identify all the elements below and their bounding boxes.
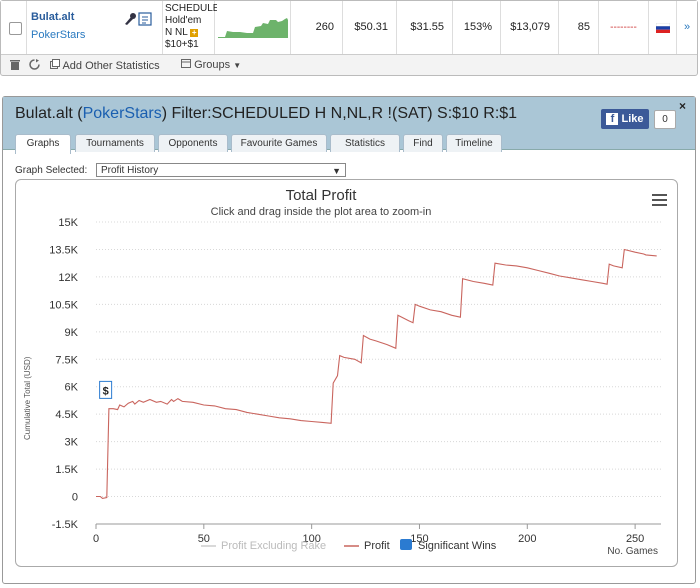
hamburger-menu-icon[interactable] [652, 194, 667, 206]
close-icon[interactable]: × [679, 99, 687, 113]
tab-graphs[interactable]: Graphs [15, 134, 71, 154]
y-axis-ticks: -1.5K 0 1.5K 3K 4.5K 6K 7.5K 9K 10.5K 12K 13.5K 15K [49, 217, 78, 531]
tab-statistics[interactable]: Statistics [330, 134, 400, 152]
y-axis-label: Cumulative Total (USD) [23, 356, 32, 440]
tab-timeline[interactable]: Timeline [446, 134, 502, 152]
y-tick-label: 6K [65, 382, 79, 394]
tools-icon[interactable] [123, 12, 153, 26]
player-site-link[interactable]: PokerStars [31, 29, 86, 41]
player-action-icons [123, 12, 153, 29]
x-tick-label: 100 [302, 533, 320, 545]
x-tick-label: 0 [93, 533, 99, 545]
trash-icon[interactable] [10, 59, 20, 73]
player-cell: Bulat.alt PokerStars [27, 1, 163, 54]
chart-title: Total Profit [286, 187, 358, 204]
facebook-icon: f [606, 113, 619, 126]
groups-label: Groups [194, 59, 231, 71]
facebook-like-label: Like [621, 113, 644, 125]
chart-legend: Profit Excluding Rake Profit Significant W… [201, 539, 497, 552]
y-tick-label: 12K [58, 272, 78, 284]
significant-win-flag[interactable]: $ [99, 380, 113, 399]
avg-profit: $31.55 [397, 1, 453, 54]
add-stats-label: Add Other Statistics [62, 60, 160, 72]
facebook-like-count: 0 [654, 110, 676, 129]
legend-item-excl-rake[interactable]: Profit Excluding Rake [221, 540, 326, 552]
x-tick-label: 50 [198, 533, 210, 545]
row-checkbox[interactable] [9, 22, 22, 35]
avg-stake: $50.31 [343, 1, 397, 54]
games-count: 260 [291, 1, 343, 54]
player-name-link[interactable]: Bulat.alt [31, 11, 75, 23]
player-summary-panel: Bulat.alt PokerStars SCHEDULED Hold'em N… [0, 0, 698, 76]
profit-chart[interactable]: Total Profit Click and drag inside the p… [16, 180, 677, 566]
flag-box [99, 380, 113, 399]
game-line-3: N NL + [165, 27, 199, 38]
refresh-icon[interactable] [29, 59, 40, 73]
ability-rating: 85 [559, 1, 599, 54]
add-stats-button[interactable]: Add Other Statistics [50, 59, 160, 72]
y-tick-label: 13.5K [49, 244, 78, 256]
tab-opponents[interactable]: Opponents [158, 134, 228, 152]
tab-find[interactable]: Find [403, 134, 443, 152]
game-line-4: $10+$1 [165, 39, 199, 50]
y-tick-label: 0 [72, 492, 78, 504]
graph-select[interactable]: Profit History ▼ [96, 163, 346, 177]
russia-flag-icon [656, 23, 670, 33]
groups-icon [181, 59, 191, 68]
legend-item-sig-wins[interactable]: Significant Wins [418, 540, 497, 552]
game-line-2: Hold'em [165, 15, 202, 26]
tab-favourite-games[interactable]: Favourite Games [231, 134, 327, 152]
player-detail-panel: Bulat.alt (PokerStars) Filter:SCHEDULED … [2, 96, 696, 584]
facebook-like-button[interactable]: f Like [601, 109, 649, 129]
game-line-1: SCHEDULED [165, 3, 217, 14]
panel-header: Bulat.alt (PokerStars) Filter:SCHEDULED … [3, 97, 695, 154]
player-toolbar: Add Other Statistics Groups ▼ [1, 55, 697, 76]
expand-icon[interactable]: + [190, 28, 199, 37]
y-tick-label: 4.5K [55, 409, 78, 421]
sparkline-cell [215, 1, 291, 54]
chart-grid [96, 221, 661, 525]
legend-marker-sig-wins [400, 539, 412, 550]
y-tick-label: 10.5K [49, 299, 78, 311]
graph-select-value: Profit History [101, 165, 159, 176]
chart-container: Total Profit Click and drag inside the p… [15, 179, 678, 567]
total-profit: $13,079 [501, 1, 559, 54]
game-cell: SCHEDULED Hold'em N NL + $10+$1 [163, 1, 217, 54]
add-stats-icon [50, 59, 60, 69]
y-tick-label: 15K [58, 217, 78, 229]
chart-subtitle: Click and drag inside the plot area to z… [211, 206, 432, 218]
profit-series-line[interactable] [96, 248, 657, 499]
title-prefix: Bulat.alt ( [15, 105, 83, 122]
flag-cell [649, 1, 677, 54]
y-tick-label: 1.5K [55, 464, 78, 476]
panel-title: Bulat.alt (PokerStars) Filter:SCHEDULED … [15, 105, 517, 123]
profit-sparkline [218, 18, 288, 38]
groups-button[interactable]: Groups ▼ [181, 59, 241, 71]
player-row: Bulat.alt PokerStars SCHEDULED Hold'em N… [1, 1, 697, 55]
x-axis-ticks: 0 50 100 150 200 250 [93, 523, 661, 545]
y-tick-label: 7.5K [55, 354, 78, 366]
y-tick-label: 9K [65, 327, 79, 339]
x-axis-note: No. Games [607, 546, 658, 557]
x-tick-label: 200 [518, 533, 536, 545]
x-tick-label: 150 [410, 533, 428, 545]
dash-cell: -------- [599, 1, 649, 54]
flag-label: $ [103, 385, 109, 397]
y-tick-label: 3K [65, 437, 79, 449]
chevron-down-icon: ▼ [233, 61, 242, 70]
y-tick-label: -1.5K [52, 519, 79, 531]
title-filter: ) Filter:SCHEDULED H N,NL,R !(SAT) S:$10… [161, 105, 518, 122]
tab-tournaments[interactable]: Tournaments [75, 134, 155, 152]
select-cell [1, 1, 27, 54]
x-tick-label: 250 [626, 533, 644, 545]
graph-selected-label: Graph Selected: [15, 165, 88, 176]
more-link[interactable]: » [683, 21, 691, 33]
legend-item-profit[interactable]: Profit [364, 540, 390, 552]
game-description: SCHEDULED Hold'em N NL + $10+$1 [165, 3, 217, 51]
chevron-down-icon: ▼ [332, 166, 341, 176]
title-site-link[interactable]: PokerStars [82, 105, 162, 122]
roi-value: 153% [453, 1, 501, 54]
